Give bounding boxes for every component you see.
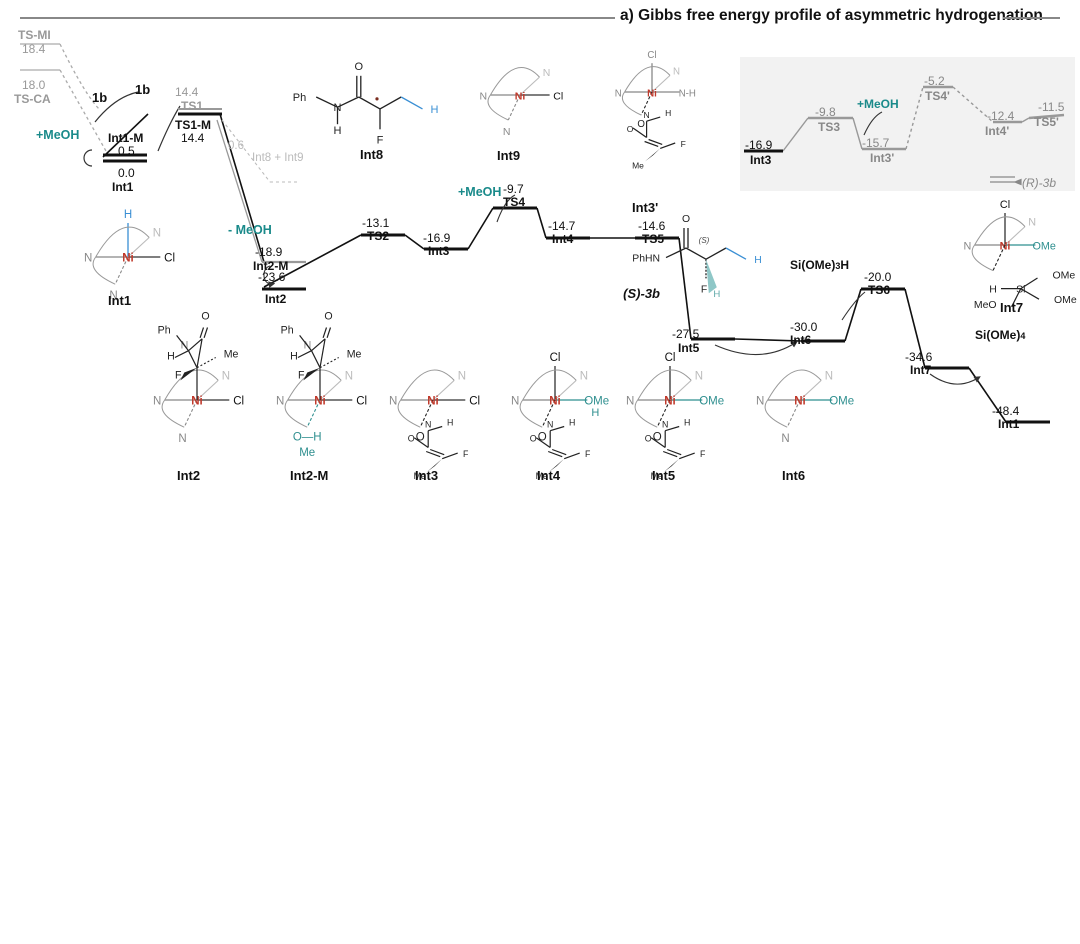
svg-text:N: N bbox=[178, 433, 186, 445]
svg-text:Ni: Ni bbox=[515, 91, 526, 103]
svg-text:N: N bbox=[480, 91, 488, 103]
svg-text:O: O bbox=[201, 311, 209, 323]
svg-text:O: O bbox=[627, 124, 634, 134]
svg-text:Cl: Cl bbox=[550, 352, 561, 364]
svg-text:MeO: MeO bbox=[974, 299, 997, 310]
svg-text:OMe: OMe bbox=[829, 396, 854, 408]
svg-text:(S): (S) bbox=[699, 236, 710, 245]
svg-text:N: N bbox=[963, 241, 971, 253]
svg-text:Ph: Ph bbox=[293, 92, 306, 104]
svg-text:H: H bbox=[167, 351, 175, 363]
svg-text:Ni: Ni bbox=[794, 396, 806, 408]
svg-text:Ni: Ni bbox=[664, 396, 676, 408]
svg-text:H: H bbox=[447, 418, 453, 428]
svg-text:N: N bbox=[615, 89, 622, 100]
svg-text:O: O bbox=[645, 434, 652, 444]
svg-text:Me: Me bbox=[632, 160, 644, 170]
svg-text:N: N bbox=[425, 420, 431, 430]
svg-text:H: H bbox=[124, 209, 132, 221]
svg-text:N: N bbox=[695, 370, 703, 382]
svg-text:Me: Me bbox=[299, 447, 315, 459]
svg-text:H: H bbox=[665, 108, 671, 118]
svg-text:Ni: Ni bbox=[427, 396, 439, 408]
svg-text:N: N bbox=[756, 396, 764, 408]
svg-text:N: N bbox=[503, 126, 511, 138]
svg-text:N: N bbox=[825, 370, 833, 382]
svg-text:Si: Si bbox=[1016, 284, 1025, 296]
svg-text:Cl: Cl bbox=[665, 352, 676, 364]
svg-text:O: O bbox=[355, 61, 364, 73]
svg-text:H: H bbox=[989, 284, 997, 296]
svg-text:Ph: Ph bbox=[281, 324, 294, 336]
svg-text:Ni: Ni bbox=[1000, 241, 1011, 253]
svg-text:Cl: Cl bbox=[647, 50, 656, 61]
svg-text:N: N bbox=[644, 110, 650, 120]
svg-text:F: F bbox=[377, 134, 384, 146]
svg-text:N: N bbox=[389, 396, 397, 408]
svg-text:N: N bbox=[84, 253, 92, 265]
svg-text:H: H bbox=[431, 104, 439, 116]
svg-text:O—H: O—H bbox=[293, 432, 322, 444]
svg-text:N: N bbox=[1028, 217, 1036, 229]
svg-text:F: F bbox=[298, 370, 305, 382]
svg-text:Ni: Ni bbox=[647, 89, 657, 100]
svg-text:F: F bbox=[681, 139, 686, 149]
svg-text:Cl: Cl bbox=[1000, 199, 1010, 211]
svg-text:N: N bbox=[334, 102, 342, 114]
svg-text:F: F bbox=[175, 370, 182, 382]
svg-text:OMe: OMe bbox=[1054, 294, 1077, 306]
svg-text:H: H bbox=[684, 418, 690, 428]
svg-text:Cl: Cl bbox=[553, 91, 563, 103]
svg-text:H: H bbox=[334, 125, 342, 137]
svg-text:Ph: Ph bbox=[158, 324, 171, 336]
svg-text:N: N bbox=[626, 396, 634, 408]
svg-text:H: H bbox=[290, 351, 298, 363]
svg-text:O: O bbox=[408, 434, 415, 444]
svg-text:N: N bbox=[543, 67, 551, 79]
svg-text:N: N bbox=[673, 66, 680, 77]
svg-text:N: N bbox=[781, 433, 789, 445]
svg-text:N: N bbox=[511, 396, 519, 408]
svg-text:N-H: N-H bbox=[679, 89, 696, 100]
svg-text:N: N bbox=[662, 420, 668, 430]
svg-text:O: O bbox=[637, 119, 645, 130]
svg-text:N: N bbox=[153, 396, 161, 408]
svg-text:OMe: OMe bbox=[1053, 270, 1076, 282]
svg-text:N: N bbox=[547, 420, 553, 430]
svg-text:O: O bbox=[324, 311, 332, 323]
svg-text:OMe: OMe bbox=[1032, 241, 1055, 253]
svg-text:Ni: Ni bbox=[549, 396, 561, 408]
svg-text:N: N bbox=[276, 396, 284, 408]
svg-text:O: O bbox=[530, 434, 537, 444]
svg-text:N: N bbox=[153, 228, 161, 240]
